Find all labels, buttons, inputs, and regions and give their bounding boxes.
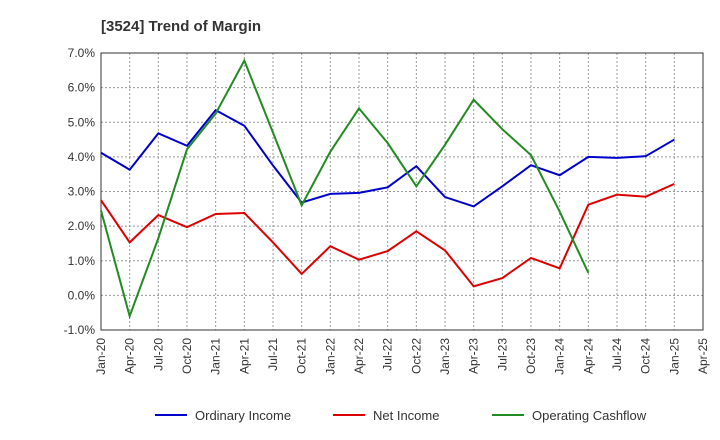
x-tick-label: Jul-24 bbox=[610, 338, 624, 371]
x-tick-label: Apr-22 bbox=[352, 338, 366, 374]
legend-label-operating-cashflow: Operating Cashflow bbox=[532, 408, 647, 423]
y-tick-label: 6.0% bbox=[68, 81, 96, 95]
x-tick-label: Apr-25 bbox=[696, 338, 710, 374]
plot-axes: 7.0%6.0%5.0%4.0%3.0%2.0%1.0%0.0%-1.0%Jan… bbox=[64, 46, 710, 375]
y-tick-label: 3.0% bbox=[68, 185, 96, 199]
x-tick-label: Jan-22 bbox=[323, 338, 337, 375]
x-tick-label: Oct-21 bbox=[295, 338, 309, 374]
x-tick-label: Oct-20 bbox=[180, 338, 194, 374]
x-tick-label: Jan-24 bbox=[553, 338, 567, 375]
y-tick-label: 2.0% bbox=[68, 219, 96, 233]
x-tick-label: Jul-22 bbox=[381, 338, 395, 371]
plot-series bbox=[100, 58, 675, 320]
x-tick-label: Jan-23 bbox=[438, 338, 452, 375]
y-tick-label: 7.0% bbox=[68, 46, 96, 60]
chart-title: [3524] Trend of Margin bbox=[101, 18, 261, 35]
x-tick-label: Jul-23 bbox=[495, 338, 509, 371]
x-tick-label: Jul-20 bbox=[151, 338, 165, 371]
x-tick-label: Jan-20 bbox=[94, 338, 108, 375]
y-tick-label: 4.0% bbox=[68, 150, 96, 164]
x-tick-label: Apr-24 bbox=[581, 338, 595, 374]
plot-grid bbox=[100, 52, 704, 331]
plot-frame bbox=[100, 52, 704, 331]
legend-label-net-income: Net Income bbox=[373, 408, 439, 423]
x-tick-label: Oct-23 bbox=[524, 338, 538, 374]
x-tick-label: Jan-25 bbox=[667, 338, 681, 375]
series-line-operating-cashflow bbox=[100, 58, 590, 320]
series-line-ordinary-income bbox=[100, 108, 675, 208]
x-tick-label: Jan-21 bbox=[209, 338, 223, 375]
x-tick-label: Apr-21 bbox=[237, 338, 251, 374]
chart-legend: Ordinary Income Net Income Operating Cashf… bbox=[155, 408, 647, 423]
y-tick-label: 0.0% bbox=[68, 288, 96, 302]
x-tick-label: Apr-23 bbox=[467, 338, 481, 374]
y-tick-label: 5.0% bbox=[68, 115, 96, 129]
y-tick-label: 1.0% bbox=[68, 254, 96, 268]
legend-label-ordinary-income: Ordinary Income bbox=[195, 408, 291, 423]
x-tick-label: Apr-20 bbox=[123, 338, 137, 374]
series-line-net-income bbox=[100, 182, 675, 288]
x-tick-label: Oct-24 bbox=[639, 338, 653, 374]
x-tick-label: Jul-21 bbox=[266, 338, 280, 371]
y-tick-label: -1.0% bbox=[64, 323, 96, 337]
x-tick-label: Oct-22 bbox=[409, 338, 423, 374]
